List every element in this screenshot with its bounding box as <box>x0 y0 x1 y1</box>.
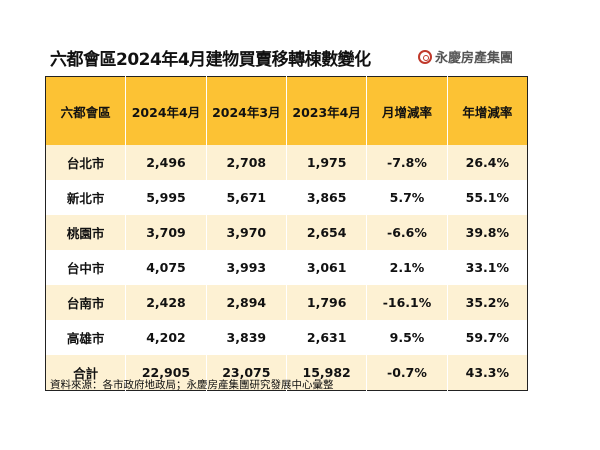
value-cell: 33.1% <box>446 250 528 285</box>
transfer-table: 六都會區 2024年4月 2024年3月 2023年4月 月增減率 年增減率 台北市 2,4… <box>45 76 528 391</box>
total-row: 合計 22,905 23,075 15,982 -0.7% 43.3% <box>45 355 528 391</box>
table-row: 台北市 2,496 2,708 1,975 -7.8% 26.4% <box>45 145 528 180</box>
value-cell: 1,796 <box>285 285 367 320</box>
source-note: 資料來源：各市政府地政局；永慶房產集團研究發展中心彙整 <box>50 379 334 391</box>
table-header-row: 六都會區 2024年4月 2024年3月 2023年4月 月增減率 年增減率 <box>45 76 528 145</box>
city-cell: 台南市 <box>45 285 126 320</box>
value-cell: 2,708 <box>205 145 287 180</box>
column-header: 2024年4月 <box>125 76 207 145</box>
table-row: 高雄市 4,202 3,839 2,631 9.5% 59.7% <box>45 320 528 355</box>
value-cell: 3,709 <box>125 215 207 250</box>
table-row: 新北市 5,995 5,671 3,865 5.7% 55.1% <box>45 180 528 215</box>
value-cell: 3,839 <box>205 320 287 355</box>
value-cell: -7.8% <box>366 145 448 180</box>
value-cell: -0.7% <box>366 355 448 391</box>
column-header: 2024年3月 <box>205 76 287 145</box>
value-cell: 2.1% <box>366 250 448 285</box>
column-header: 年增減率 <box>446 76 528 145</box>
value-cell: 2,496 <box>125 145 207 180</box>
value-cell: 3,061 <box>285 250 367 285</box>
column-header: 月增減率 <box>366 76 448 145</box>
value-cell: 2,894 <box>205 285 287 320</box>
value-cell: 3,993 <box>205 250 287 285</box>
column-header: 六都會區 <box>45 76 126 145</box>
brand-logo: 永慶房產集團 <box>418 47 513 66</box>
city-cell: 新北市 <box>45 180 126 215</box>
value-cell: 4,075 <box>125 250 207 285</box>
value-cell: 3,970 <box>205 215 287 250</box>
value-cell: 2,428 <box>125 285 207 320</box>
table-row: 台南市 2,428 2,894 1,796 -16.1% 35.2% <box>45 285 528 320</box>
value-cell: 5,995 <box>125 180 207 215</box>
value-cell: 5,671 <box>205 180 287 215</box>
value-cell: 59.7% <box>446 320 528 355</box>
value-cell: 35.2% <box>446 285 528 320</box>
brand-name: 永慶房產集團 <box>435 51 514 66</box>
value-cell: -6.6% <box>366 215 448 250</box>
value-cell: 2,631 <box>285 320 367 355</box>
yungching-logo-icon <box>418 49 432 64</box>
city-cell: 台北市 <box>45 145 126 180</box>
value-cell: 39.8% <box>446 215 528 250</box>
page-title: 六都會區2024年4月建物買賣移轉棟數變化 <box>50 50 371 70</box>
value-cell: 9.5% <box>366 320 448 355</box>
value-cell: 55.1% <box>446 180 528 215</box>
column-header: 2023年4月 <box>285 76 367 145</box>
city-cell: 台中市 <box>45 250 126 285</box>
value-cell: 15,982 <box>285 355 367 391</box>
value-cell: 23,075 <box>205 355 287 391</box>
table-row: 台中市 4,075 3,993 3,061 2.1% 33.1% <box>45 250 528 285</box>
value-cell: 26.4% <box>446 145 528 180</box>
value-cell: 3,865 <box>285 180 367 215</box>
city-cell: 合計 <box>45 355 126 391</box>
city-cell: 高雄市 <box>45 320 126 355</box>
value-cell: 4,202 <box>125 320 207 355</box>
city-cell: 桃園市 <box>45 215 126 250</box>
value-cell: -16.1% <box>366 285 448 320</box>
value-cell: 5.7% <box>366 180 448 215</box>
table-row: 桃園市 3,709 3,970 2,654 -6.6% 39.8% <box>45 215 528 250</box>
value-cell: 22,905 <box>125 355 207 391</box>
value-cell: 2,654 <box>285 215 367 250</box>
value-cell: 1,975 <box>285 145 367 180</box>
value-cell: 43.3% <box>446 355 528 391</box>
